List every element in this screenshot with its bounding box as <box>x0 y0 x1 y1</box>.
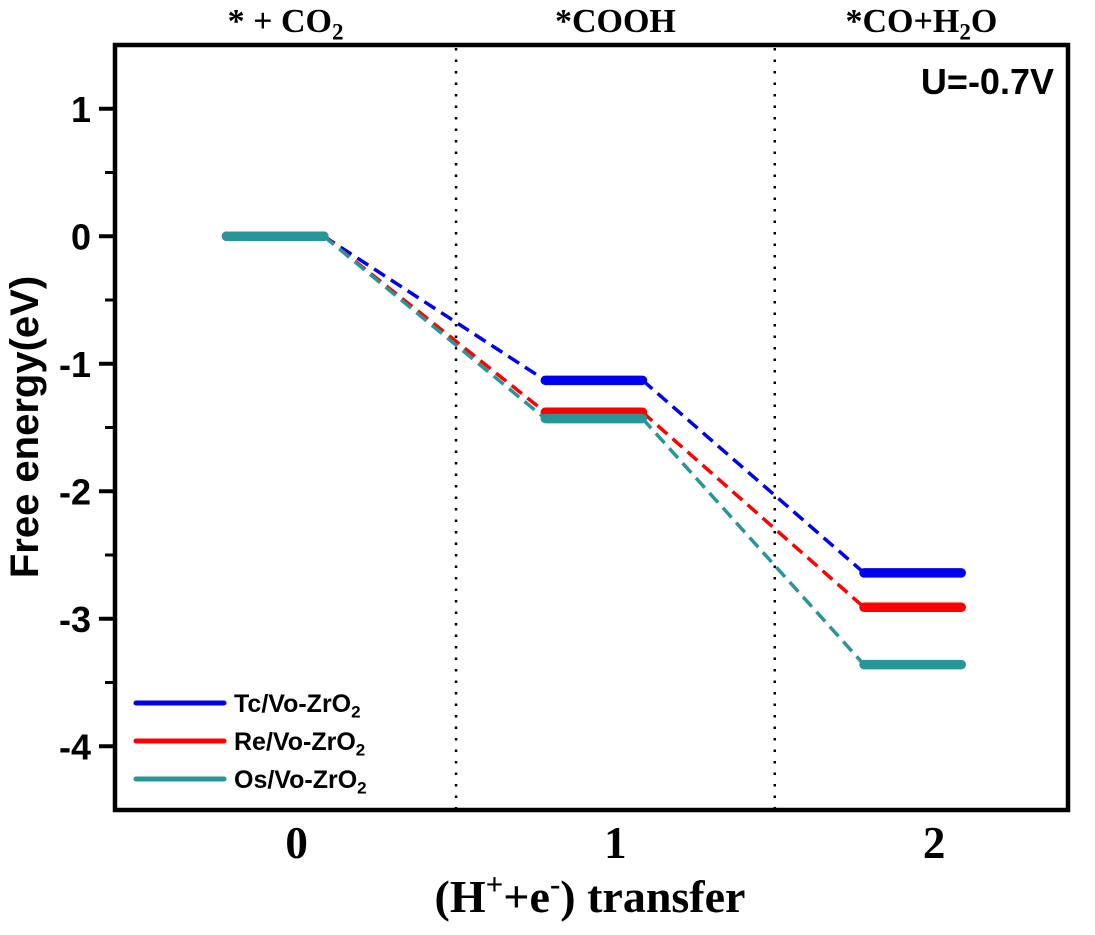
y-axis-title: Free energy(eV) <box>3 276 47 578</box>
stage-separators <box>454 48 777 808</box>
x-tick-label: 1 <box>604 818 627 868</box>
stage-label: * + CO2 <box>228 3 344 45</box>
x-tick-label: 0 <box>285 818 308 868</box>
legend-entry-Os/Vo-ZrO2: Os/Vo-ZrO2 <box>133 766 367 798</box>
x-tick-label: 2 <box>923 818 946 868</box>
y-tick-label: 1 <box>71 89 91 130</box>
stage-labels: * + CO2 *COOH *CO+H2O <box>228 3 998 45</box>
legend-label: Re/Vo-ZrO2 <box>234 728 365 760</box>
energy-transition-line <box>641 417 866 666</box>
legend: Tc/Vo-ZrO2 Re/Vo-ZrO2 Os/Vo-ZrO2 <box>133 690 367 798</box>
energy-transition-line <box>322 234 547 382</box>
y-tick-label: -3 <box>59 599 91 640</box>
energy-profiles <box>221 231 966 670</box>
stage-label: *COOH <box>555 3 676 40</box>
energy-transition-line <box>322 234 547 420</box>
y-tick-label: -1 <box>59 344 91 385</box>
series-Tc/Vo-ZrO2 <box>221 231 966 578</box>
legend-entry-Tc/Vo-ZrO2: Tc/Vo-ZrO2 <box>133 690 361 722</box>
legend-label: Os/Vo-ZrO2 <box>234 766 367 798</box>
y-tick-label: -2 <box>59 471 91 512</box>
x-axis-title-text: (H++e-) transfer <box>435 867 746 923</box>
legend-label: Tc/Vo-ZrO2 <box>234 690 361 722</box>
applied-potential-annotation: U=-0.7V <box>921 61 1054 102</box>
series-Os/Vo-ZrO2 <box>221 231 966 670</box>
y-axis-ticks: 1 0 -1 -2 -3 -4 <box>59 89 115 767</box>
legend-entry-Re/Vo-ZrO2: Re/Vo-ZrO2 <box>133 728 365 760</box>
stage-label: *CO+H2O <box>845 3 997 45</box>
energy-transition-line <box>641 410 866 609</box>
x-axis-tick-labels: 0 1 2 <box>285 818 945 868</box>
y-tick-label: -4 <box>59 726 91 767</box>
x-axis-title: (H++e-) transfer <box>435 867 746 923</box>
y-tick-label: 0 <box>71 216 91 257</box>
energy-transition-line <box>641 379 866 575</box>
